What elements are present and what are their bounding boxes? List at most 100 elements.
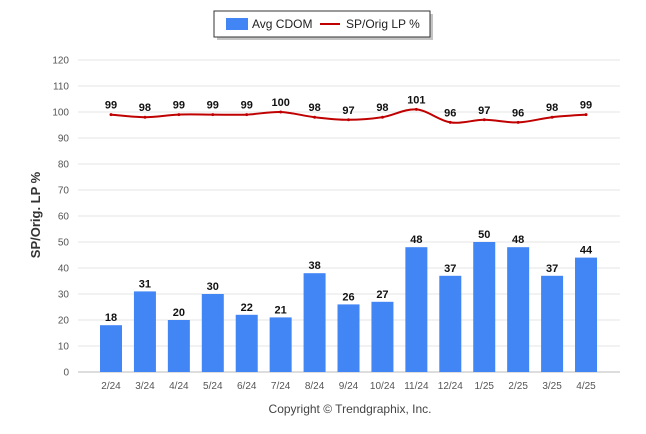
x-tick-label: 8/24: [305, 381, 325, 392]
x-tick-label: 4/24: [169, 381, 189, 392]
bar-data-label: 26: [342, 291, 354, 303]
x-tick-label: 6/24: [237, 381, 257, 392]
line-point-7/24: [279, 110, 283, 114]
line-data-label: 97: [342, 105, 354, 117]
bar-data-label: 31: [139, 278, 151, 290]
x-tick-label: 3/24: [135, 381, 155, 392]
bar-7/24: [269, 317, 292, 372]
line-point-3/25: [550, 115, 554, 119]
line-point-6/24: [245, 113, 249, 117]
bar-4/25: [575, 257, 598, 372]
bar-11/24: [405, 247, 428, 372]
y-tick-label: 120: [52, 56, 69, 67]
line-point-9/24: [347, 118, 351, 122]
bar-3/24: [133, 291, 156, 372]
y-tick-label: 0: [63, 368, 69, 379]
legend-label-bar: Avg CDOM: [252, 17, 312, 31]
bar-data-label: 20: [173, 307, 185, 319]
y-tick-label: 70: [58, 186, 70, 197]
bar-data-labels: 18 31 20 30 22 21 38 26 27 48 37 50 48 37 44: [105, 229, 593, 324]
x-tick-label: 3/25: [542, 381, 562, 392]
bar-3/25: [541, 275, 564, 372]
bar-6/24: [235, 314, 258, 372]
line-data-label: 97: [478, 105, 490, 117]
line-point-4/25: [584, 113, 588, 117]
y-tick-label: 30: [58, 290, 70, 301]
line-data-label: 99: [241, 100, 253, 112]
bar-8/24: [303, 273, 326, 372]
y-tick-label: 80: [58, 160, 70, 171]
bar-10/24: [371, 301, 394, 372]
y-tick-label: 10: [58, 342, 70, 353]
line-point-12/24: [448, 120, 452, 124]
bar-series: [100, 242, 598, 372]
x-axis-ticks: 2/24 3/24 4/24 5/24 6/24 7/24 8/24 9/24 10/24 11/…: [101, 381, 596, 392]
line-data-label: 98: [308, 102, 320, 114]
line-data-label: 100: [271, 97, 289, 109]
bar-4/24: [167, 320, 190, 372]
line-data-label: 98: [139, 102, 151, 114]
line-data-label: 99: [580, 100, 592, 112]
legend[interactable]: Avg CDOM SP/Orig LP %: [213, 10, 433, 40]
y-tick-label: 90: [58, 134, 70, 145]
x-tick-label: 2/24: [101, 381, 121, 392]
bar-data-label: 48: [512, 234, 524, 246]
y-tick-label: 100: [52, 108, 69, 119]
bar-5/24: [201, 294, 224, 372]
y-axis-label: SP/Orig. LP %: [28, 171, 43, 258]
legend-swatch-bar: [226, 18, 248, 30]
line-point-5/24: [211, 113, 215, 117]
y-tick-label: 20: [58, 316, 70, 327]
bar-data-label: 38: [308, 260, 320, 272]
bar-9/24: [337, 304, 360, 372]
line-data-label: 99: [173, 100, 185, 112]
x-tick-label: 7/24: [271, 381, 291, 392]
bar-data-label: 37: [444, 263, 456, 275]
line-point-8/24: [313, 115, 317, 119]
x-tick-label: 9/24: [339, 381, 359, 392]
line-data-label: 99: [105, 100, 117, 112]
bar-2/24: [100, 325, 122, 372]
line-point-1/25: [482, 118, 486, 122]
bar-data-label: 37: [546, 263, 558, 275]
x-tick-label: 5/24: [203, 381, 223, 392]
y-tick-label: 50: [58, 238, 70, 249]
bar-2/25: [507, 247, 530, 372]
bar-12/24: [439, 275, 462, 372]
bar-data-label: 50: [478, 229, 490, 241]
legend-label-line: SP/Orig LP %: [346, 17, 420, 31]
y-tick-label: 110: [53, 82, 69, 93]
bar-data-label: 22: [241, 302, 253, 314]
bar-data-label: 18: [105, 312, 117, 324]
line-point-4/24: [177, 113, 181, 117]
line-series: [109, 107, 588, 124]
x-tick-label: 1/25: [474, 381, 494, 392]
y-axis-ticks: 0 10 20 30 40 50 60 70 80 90 100 110 120: [52, 56, 69, 379]
bar-data-label: 30: [207, 281, 219, 293]
line-data-labels: 99 98 99 99 99 100 98 97 98 101 96 97 96 98 99: [105, 94, 592, 119]
line-point-2/25: [516, 120, 520, 124]
copyright-footer: Copyright © Trendgraphix, Inc.: [269, 402, 432, 416]
bar-data-label: 27: [376, 289, 388, 301]
line-data-label: 98: [546, 102, 558, 114]
x-tick-label: 10/24: [370, 381, 395, 392]
line-point-11/24: [414, 107, 418, 111]
line-data-label: 101: [407, 94, 425, 106]
bar-data-label: 48: [410, 234, 422, 246]
line-data-label: 96: [512, 107, 524, 119]
line-point-2/24: [109, 113, 113, 117]
line-point-10/24: [380, 115, 384, 119]
x-tick-label: 2/25: [508, 381, 528, 392]
x-tick-label: 11/24: [404, 381, 429, 392]
line-data-label: 98: [376, 102, 388, 114]
line-point-3/24: [143, 115, 147, 119]
bar-data-label: 44: [580, 245, 593, 257]
line-data-label: 96: [444, 107, 456, 119]
y-tick-label: 40: [58, 264, 70, 275]
bar-1/25: [473, 242, 496, 372]
y-tick-label: 60: [58, 212, 70, 223]
x-tick-label: 12/24: [438, 381, 463, 392]
bar-data-label: 21: [275, 304, 287, 316]
x-tick-label: 4/25: [576, 381, 596, 392]
line-data-label: 99: [207, 100, 219, 112]
